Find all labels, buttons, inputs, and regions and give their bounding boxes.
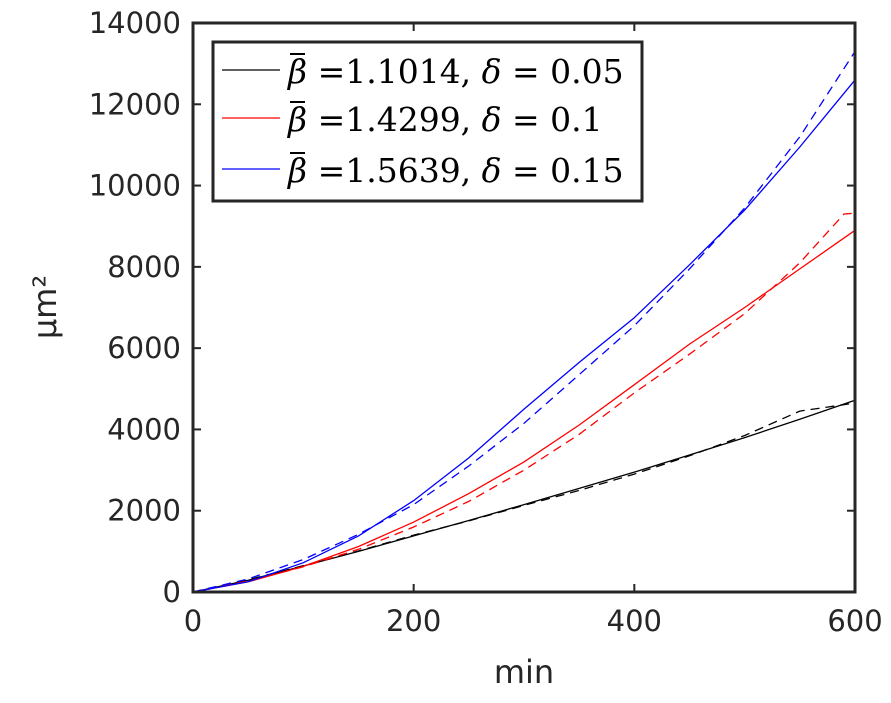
legend-entry-1: β =1.1014, δ = 0.05 <box>286 52 624 91</box>
y-tick-label: 12000 <box>89 87 181 121</box>
series-2-data-line <box>192 212 856 593</box>
legend: β =1.1014, δ = 0.05 β =1.4299, δ = 0.1 β =… <box>211 40 644 203</box>
y-tick-label: 10000 <box>89 169 181 203</box>
y-tick-label: 14000 <box>89 6 181 40</box>
x-tick-label: 0 <box>184 604 202 638</box>
series-1-model-line <box>192 399 856 593</box>
x-axis-label: min <box>494 653 554 691</box>
x-tick-label: 400 <box>607 604 662 638</box>
y-tick-label: 8000 <box>107 250 181 284</box>
series-2-model-line <box>192 229 856 593</box>
series-3-data-line <box>192 51 856 593</box>
axis-labels: min μm² <box>26 275 554 691</box>
plot-area <box>192 51 856 593</box>
legend-box <box>211 40 644 203</box>
x-tick-label: 600 <box>827 604 882 638</box>
legend-entry-3: β =1.5639, δ = 0.15 <box>286 151 624 190</box>
series-3-model-line <box>192 79 856 593</box>
y-tick-label: 0 <box>163 575 181 609</box>
y-tick-label: 6000 <box>107 331 181 365</box>
axes-box <box>191 21 857 594</box>
y-tick-label: 2000 <box>107 494 181 528</box>
y-tick-label: 4000 <box>107 412 181 446</box>
legend-entry-2: β =1.4299, δ = 0.1 <box>286 100 603 139</box>
series-1-data-line <box>192 402 856 593</box>
y-axis-label: μm² <box>26 275 64 339</box>
axes: 0 200 400 600020004000600080001000012000140… <box>89 6 883 638</box>
x-tick-label: 200 <box>386 604 441 638</box>
